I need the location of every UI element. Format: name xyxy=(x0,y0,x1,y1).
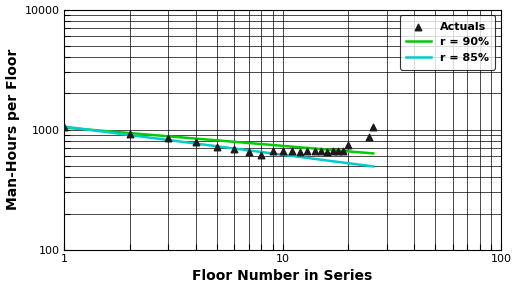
r = 85% xyxy=(354,163,360,166)
r = 90% xyxy=(165,135,172,138)
r = 85% xyxy=(100,130,106,133)
r = 85% xyxy=(269,152,276,155)
Line: r = 90%: r = 90% xyxy=(64,127,373,153)
r = 85% xyxy=(165,138,172,142)
r = 90% xyxy=(214,139,220,142)
r = 90% xyxy=(231,140,237,144)
Actuals xyxy=(287,148,296,153)
Actuals xyxy=(230,147,238,151)
r = 90% xyxy=(354,150,360,154)
Actuals xyxy=(369,125,377,129)
Actuals xyxy=(213,144,221,149)
Actuals xyxy=(323,150,331,154)
Actuals xyxy=(339,149,347,154)
r = 85% xyxy=(61,125,67,128)
Legend: Actuals, r = 90%, r = 85%: Actuals, r = 90%, r = 85% xyxy=(400,15,495,70)
X-axis label: Floor Number in Series: Floor Number in Series xyxy=(192,269,373,284)
r = 85% xyxy=(193,142,199,145)
Actuals xyxy=(245,150,253,154)
r = 90% xyxy=(258,142,265,146)
r = 85% xyxy=(297,155,303,159)
r = 85% xyxy=(335,160,341,164)
r = 90% xyxy=(193,137,199,140)
r = 90% xyxy=(370,152,376,155)
Actuals xyxy=(303,149,312,154)
r = 90% xyxy=(297,146,303,149)
r = 85% xyxy=(246,149,252,152)
Actuals xyxy=(257,152,266,157)
r = 90% xyxy=(269,143,276,147)
r = 85% xyxy=(127,133,133,137)
r = 90% xyxy=(335,149,341,152)
Actuals xyxy=(164,135,173,140)
r = 90% xyxy=(127,131,133,135)
r = 85% xyxy=(370,165,376,168)
r = 85% xyxy=(231,147,237,150)
Actuals xyxy=(329,149,337,154)
Actuals xyxy=(344,143,353,148)
r = 90% xyxy=(246,141,252,145)
Actuals xyxy=(366,135,374,139)
Actuals xyxy=(334,149,342,154)
r = 85% xyxy=(214,144,220,148)
r = 90% xyxy=(318,147,324,151)
r = 85% xyxy=(318,158,324,162)
r = 85% xyxy=(258,150,265,154)
Actuals xyxy=(279,149,287,154)
Actuals xyxy=(268,148,277,153)
r = 90% xyxy=(61,126,67,129)
Y-axis label: Man-Hours per Floor: Man-Hours per Floor xyxy=(6,49,20,210)
r = 90% xyxy=(280,144,286,148)
Line: r = 85%: r = 85% xyxy=(64,127,373,166)
r = 85% xyxy=(280,153,286,156)
Actuals xyxy=(126,132,134,136)
r = 90% xyxy=(100,129,106,133)
Actuals xyxy=(310,149,318,154)
Actuals xyxy=(296,150,304,154)
Actuals xyxy=(317,149,325,154)
Actuals xyxy=(60,125,68,129)
Actuals xyxy=(192,140,200,144)
